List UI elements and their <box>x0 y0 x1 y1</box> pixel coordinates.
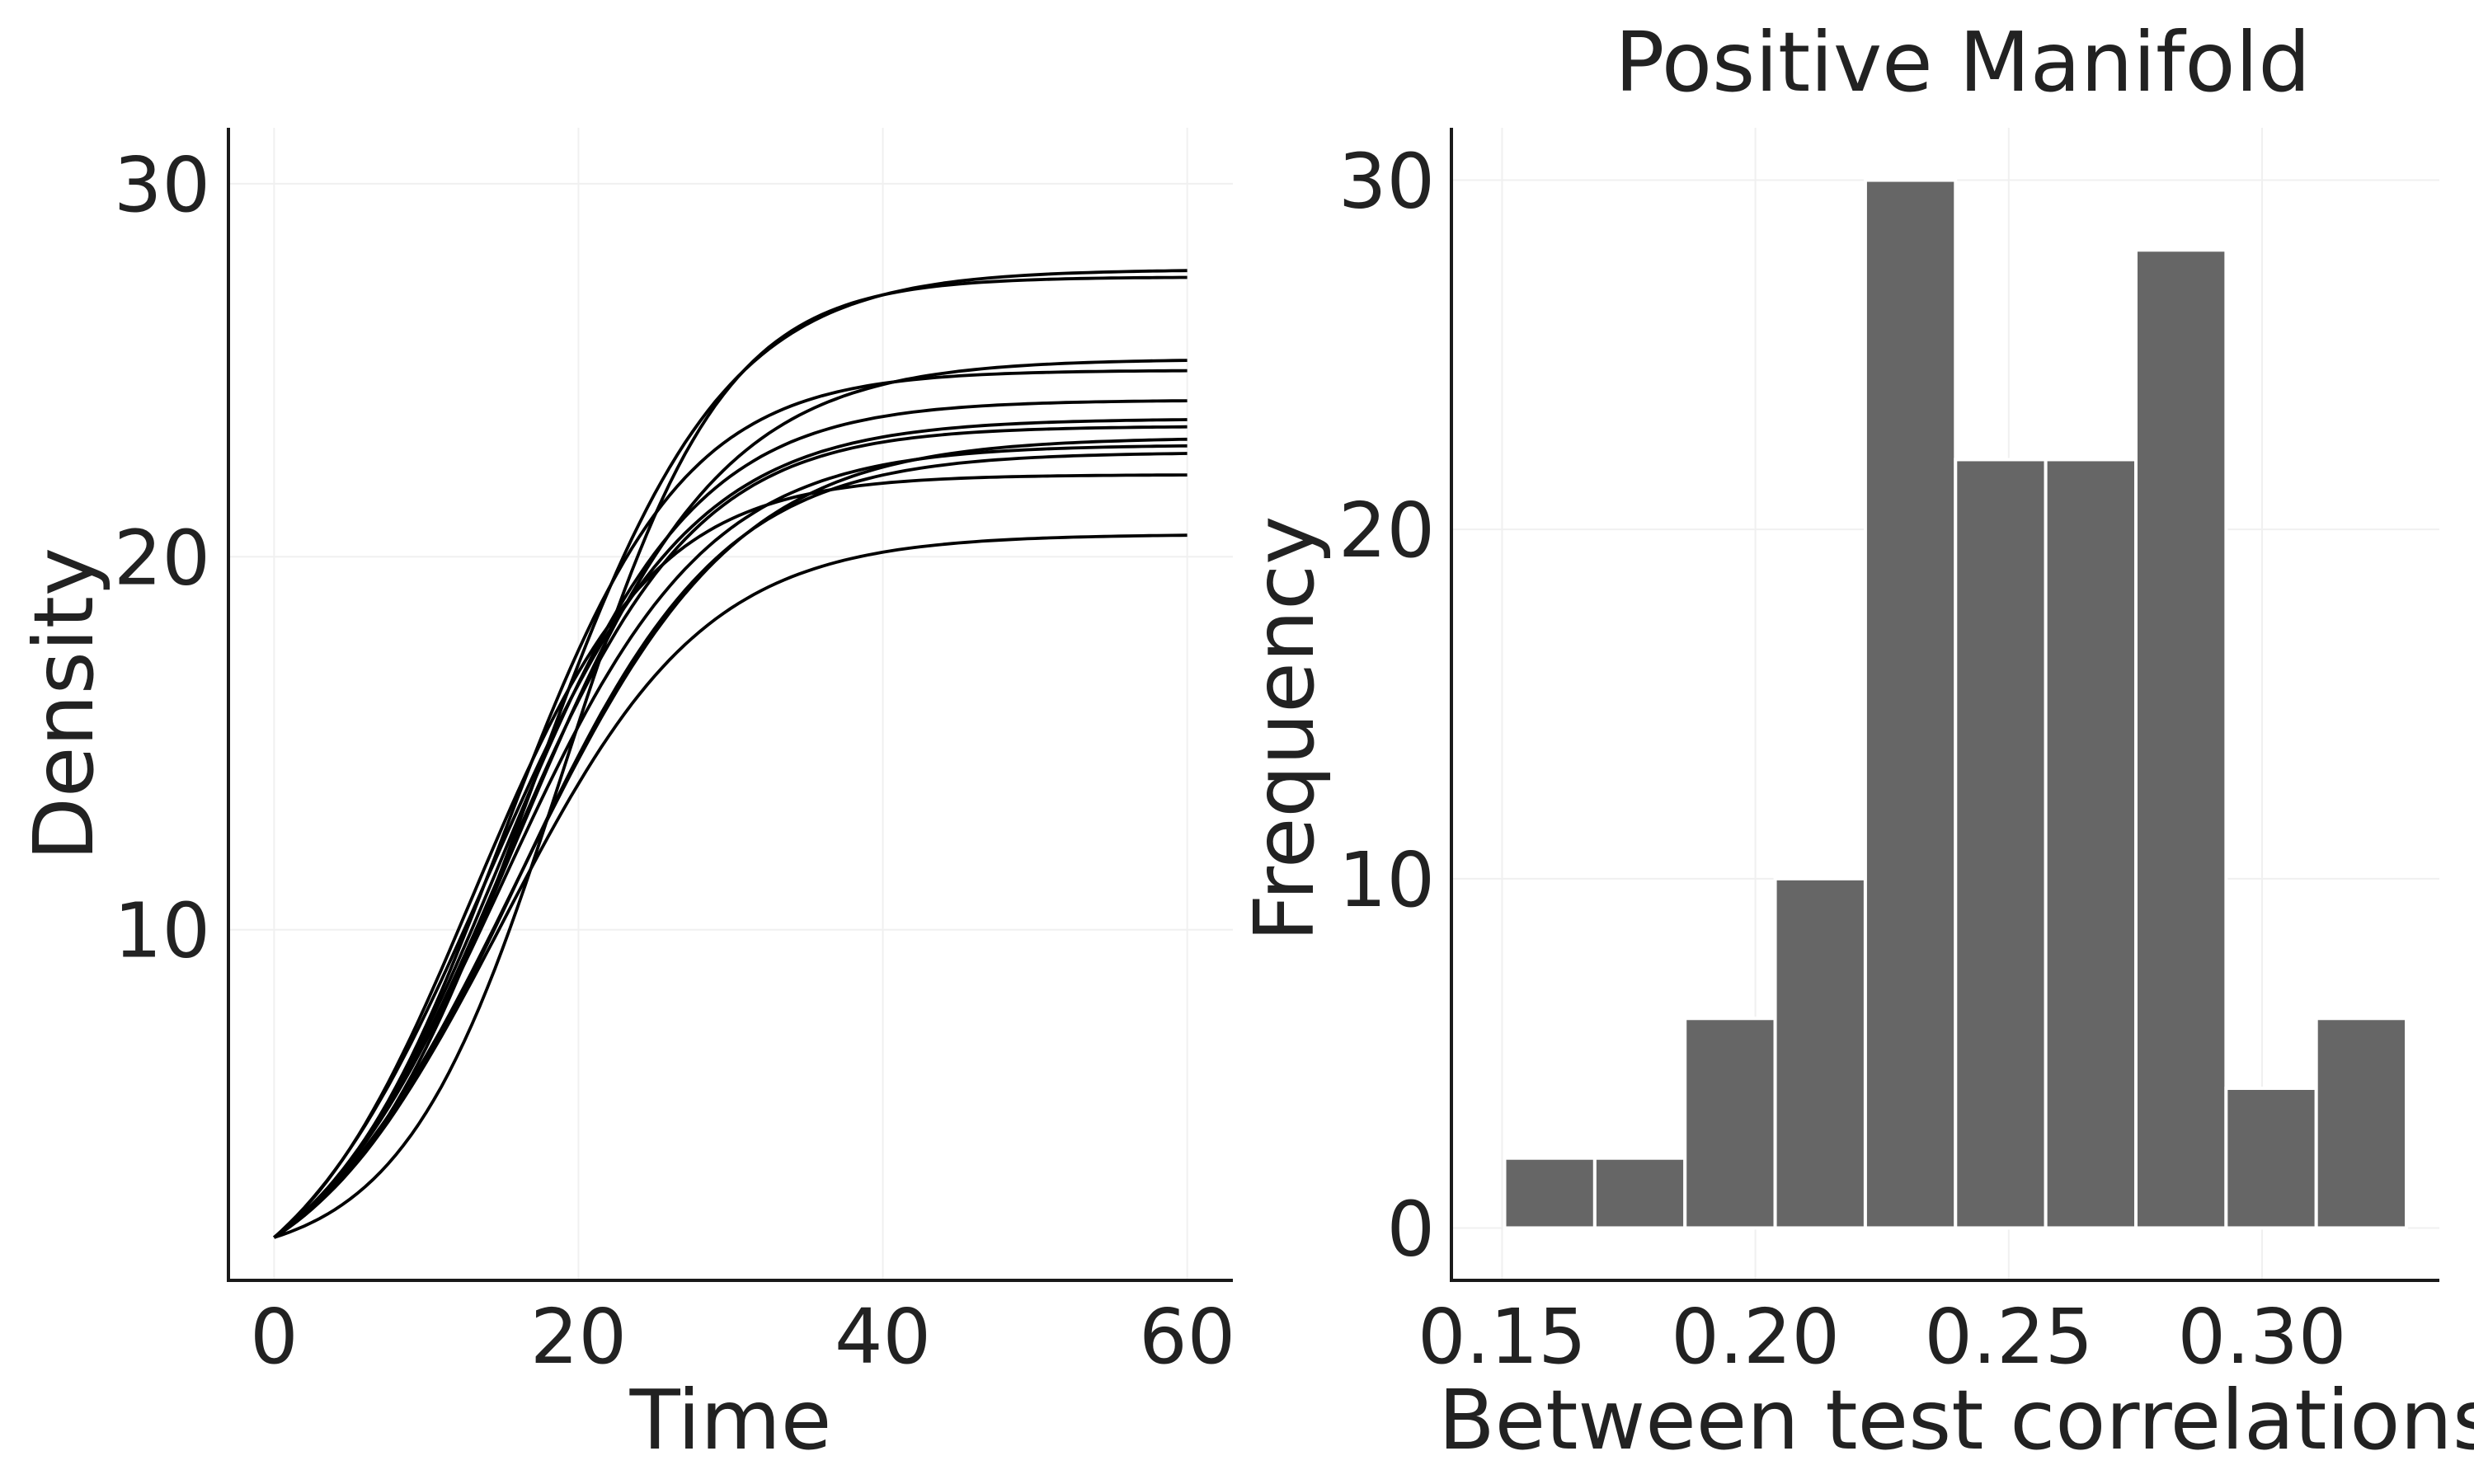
histogram-bar-1 <box>1592 1156 1687 1230</box>
histogram-bar-6 <box>2044 458 2138 1230</box>
histogram-bars <box>1503 178 2409 1230</box>
histogram-bar-7 <box>2133 248 2228 1230</box>
histogram-panel: Positive Manifold 0.15 0.20 0.25 0.30 0 10 20 3… <box>1236 14 2474 1468</box>
line-chart-gridlines <box>228 128 1233 1280</box>
growth-curve-10 <box>273 473 1188 1239</box>
growth-curve-7 <box>273 437 1188 1239</box>
line-chart-x-tick-1: 20 <box>530 1293 627 1381</box>
line-chart-series <box>273 269 1188 1239</box>
histogram-x-tick-2: 0.25 <box>1924 1293 2093 1381</box>
line-chart-x-tick-0: 0 <box>250 1293 299 1381</box>
growth-curve-2 <box>273 359 1188 1239</box>
histogram-bar-5 <box>1954 458 2048 1230</box>
histogram-bar-3 <box>1773 876 1867 1230</box>
line-chart-y-tick-2: 30 <box>114 141 210 229</box>
line-chart-axes <box>227 128 1233 1282</box>
growth-curve-11 <box>273 533 1188 1239</box>
line-chart-x-tick-3: 60 <box>1139 1293 1235 1381</box>
histogram-y-tick-2: 20 <box>1338 486 1435 575</box>
line-chart-y-tick-1: 20 <box>114 514 210 602</box>
histogram-x-tick-0: 0.15 <box>1418 1293 1587 1381</box>
histogram-x-tick-3: 0.30 <box>2178 1293 2347 1381</box>
histogram-bar-0 <box>1503 1156 1597 1230</box>
growth-curve-0 <box>273 269 1188 1239</box>
histogram-y-axis-title: Frequency <box>1236 516 1333 942</box>
histogram-bar-2 <box>1683 1017 1777 1230</box>
growth-curve-1 <box>273 275 1188 1239</box>
histogram-bar-4 <box>1863 178 1958 1230</box>
histogram-x-tick-1: 0.20 <box>1671 1293 1840 1381</box>
histogram-bar-8 <box>2224 1087 2318 1230</box>
histogram-tick-labels: 0.15 0.20 0.25 0.30 0 10 20 30 <box>1338 138 2346 1381</box>
line-chart-x-axis-title: Time <box>629 1372 832 1468</box>
growth-curve-9 <box>273 452 1188 1239</box>
line-chart-panel: 0 20 40 60 10 20 30 Time Density <box>16 128 1235 1468</box>
line-chart-x-tick-2: 40 <box>835 1293 931 1381</box>
histogram-bar-9 <box>2314 1017 2409 1230</box>
growth-curve-5 <box>273 418 1188 1239</box>
line-chart-y-tick-0: 10 <box>114 887 210 975</box>
histogram-y-tick-0: 0 <box>1386 1185 1435 1273</box>
histogram-y-tick-3: 30 <box>1338 138 1435 226</box>
histogram-axes <box>1450 128 2439 1282</box>
line-chart-tick-labels: 0 20 40 60 10 20 30 <box>114 141 1235 1381</box>
line-chart-y-axis-title: Density <box>16 547 112 861</box>
growth-curve-3 <box>273 369 1188 1239</box>
histogram-x-axis-title: Between test correlations <box>1438 1372 2474 1468</box>
growth-curve-8 <box>273 444 1188 1239</box>
histogram-title: Positive Manifold <box>1615 14 2311 110</box>
growth-curve-4 <box>273 399 1188 1239</box>
histogram-y-tick-1: 10 <box>1338 836 1435 924</box>
